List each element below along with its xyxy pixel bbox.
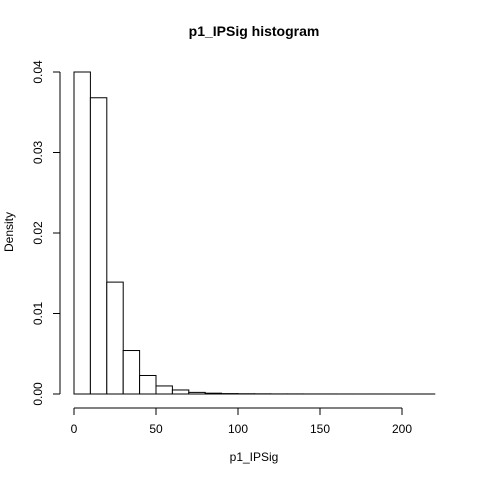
y-axis-label: Density: [2, 212, 16, 252]
histogram-bar: [73, 71, 91, 395]
histogram-bar: [139, 374, 157, 395]
histogram-bar: [106, 281, 124, 395]
y-tick-label: 0.04: [31, 60, 45, 84]
histogram-bar: [204, 392, 223, 395]
y-axis: 0.00 0.01 0.02 0.03 0.04: [31, 60, 61, 406]
histogram-bar: [155, 385, 173, 395]
y-tick-label: 0.03: [31, 140, 45, 164]
x-tick-label: 50: [149, 422, 163, 436]
x-tick-label: 100: [228, 422, 248, 436]
bars-group: [73, 71, 436, 395]
histogram-bar: [122, 350, 141, 395]
x-axis-label: p1_IPSig: [230, 450, 279, 464]
chart-title: p1_IPSig histogram: [189, 23, 320, 39]
histogram-bar: [171, 389, 190, 395]
x-tick-label: 150: [310, 422, 330, 436]
x-axis: 0 50 100 150 200: [71, 407, 412, 436]
y-tick-label: 0.02: [31, 221, 45, 245]
histogram-bar: [89, 97, 108, 395]
x-tick-label: 0: [71, 422, 78, 436]
x-tick-label: 200: [392, 422, 412, 436]
y-tick-label: 0.00: [31, 382, 45, 406]
y-tick-label: 0.01: [31, 301, 45, 325]
histogram-bar: [188, 391, 206, 395]
